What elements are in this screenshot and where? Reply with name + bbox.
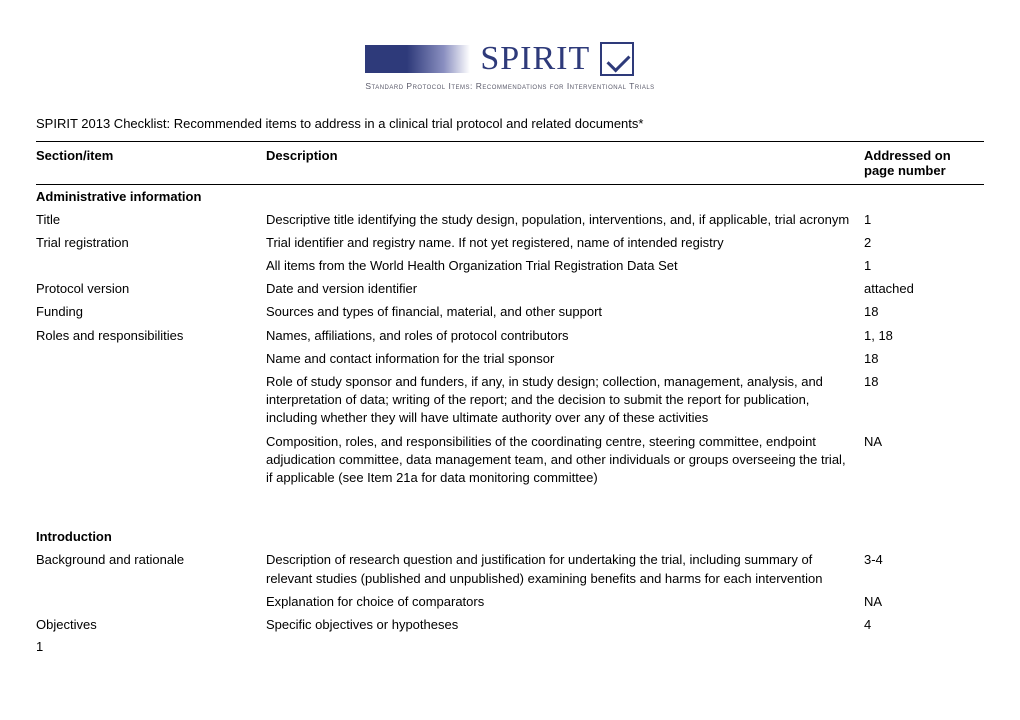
- page-cell: 1: [864, 208, 984, 231]
- description-cell: Name and contact information for the tri…: [266, 347, 864, 370]
- item-cell: Objectives: [36, 613, 266, 636]
- page-cell: NA: [864, 590, 984, 613]
- logo-bar: [365, 45, 470, 73]
- page-cell: 2: [864, 231, 984, 254]
- description-cell: Specific objectives or hypotheses: [266, 613, 864, 636]
- table-row: Name and contact information for the tri…: [36, 347, 984, 370]
- checkmark-icon: [600, 42, 634, 76]
- col-page: Addressed on page number: [864, 142, 984, 185]
- page-cell: NA: [864, 430, 984, 490]
- table-row: FundingSources and types of financial, m…: [36, 301, 984, 324]
- table-row: Protocol versionDate and version identif…: [36, 278, 984, 301]
- page-cell: 1, 18: [864, 324, 984, 347]
- description-cell: Date and version identifier: [266, 278, 864, 301]
- item-cell: [36, 347, 266, 370]
- page-number: 1: [36, 639, 984, 654]
- logo-subtitle: Standard Protocol Items: Recommendations…: [365, 81, 654, 91]
- description-cell: Composition, roles, and responsibilities…: [266, 430, 864, 490]
- item-cell: [36, 255, 266, 278]
- item-cell: Protocol version: [36, 278, 266, 301]
- section-header: Introduction: [36, 526, 984, 549]
- table-row: Explanation for choice of comparatorsNA: [36, 590, 984, 613]
- table-row: Composition, roles, and responsibilities…: [36, 430, 984, 490]
- table-row: Roles and responsibilitiesNames, affilia…: [36, 324, 984, 347]
- document-title: SPIRIT 2013 Checklist: Recommended items…: [36, 116, 984, 131]
- page-cell: 1: [864, 255, 984, 278]
- item-cell: Roles and responsibilities: [36, 324, 266, 347]
- description-cell: Sources and types of financial, material…: [266, 301, 864, 324]
- section-header: Administrative information: [36, 185, 984, 209]
- item-cell: [36, 430, 266, 490]
- description-cell: Names, affiliations, and roles of protoc…: [266, 324, 864, 347]
- logo-text: SPIRIT: [480, 40, 590, 78]
- checklist-table: Section/item Description Addressed on pa…: [36, 141, 984, 637]
- item-cell: Funding: [36, 301, 266, 324]
- table-row: ObjectivesSpecific objectives or hypothe…: [36, 613, 984, 636]
- page-cell: 18: [864, 301, 984, 324]
- table-row: Role of study sponsor and funders, if an…: [36, 371, 984, 431]
- col-section: Section/item: [36, 142, 266, 185]
- item-cell: [36, 590, 266, 613]
- description-cell: Description of research question and jus…: [266, 549, 864, 590]
- table-row: Trial registrationTrial identifier and r…: [36, 231, 984, 254]
- item-cell: Background and rationale: [36, 549, 266, 590]
- description-cell: Descriptive title identifying the study …: [266, 208, 864, 231]
- description-cell: Role of study sponsor and funders, if an…: [266, 371, 864, 431]
- item-cell: Trial registration: [36, 231, 266, 254]
- page-cell: 3-4: [864, 549, 984, 590]
- col-description: Description: [266, 142, 864, 185]
- item-cell: Title: [36, 208, 266, 231]
- description-cell: Explanation for choice of comparators: [266, 590, 864, 613]
- logo-block: SPIRIT Standard Protocol Items: Recommen…: [36, 40, 984, 92]
- page-cell: attached: [864, 278, 984, 301]
- table-row: TitleDescriptive title identifying the s…: [36, 208, 984, 231]
- page-cell: 4: [864, 613, 984, 636]
- page-cell: 18: [864, 347, 984, 370]
- description-cell: All items from the World Health Organiza…: [266, 255, 864, 278]
- page-cell: 18: [864, 371, 984, 431]
- description-cell: Trial identifier and registry name. If n…: [266, 231, 864, 254]
- table-row: All items from the World Health Organiza…: [36, 255, 984, 278]
- item-cell: [36, 371, 266, 431]
- table-row: Background and rationaleDescription of r…: [36, 549, 984, 590]
